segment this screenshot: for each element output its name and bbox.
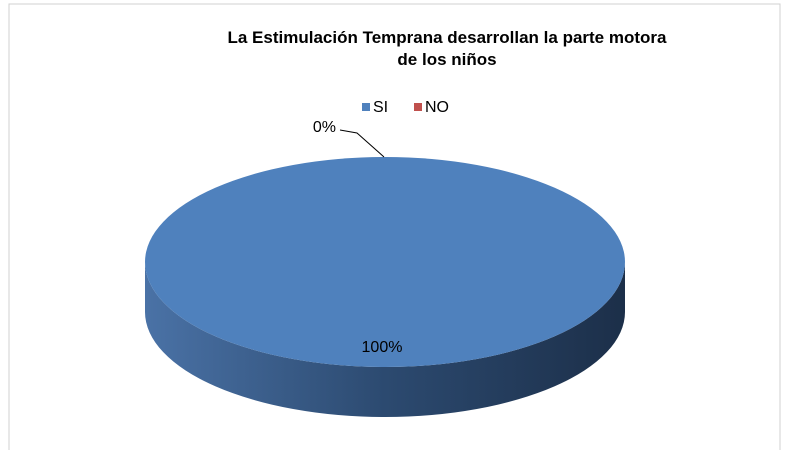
pie-side (145, 262, 625, 417)
data-label: 100% (362, 339, 403, 356)
legend-label: SI (373, 99, 388, 116)
pie-slice (145, 157, 625, 367)
data-label: 0% (313, 119, 336, 136)
legend-label: NO (425, 99, 449, 116)
chart-title: La Estimulación Temprana desarrollan la … (227, 28, 667, 69)
chart-border (8, 3, 781, 450)
legend-swatch (414, 103, 422, 111)
legend-swatch (362, 103, 370, 111)
leader-line (339, 129, 385, 158)
